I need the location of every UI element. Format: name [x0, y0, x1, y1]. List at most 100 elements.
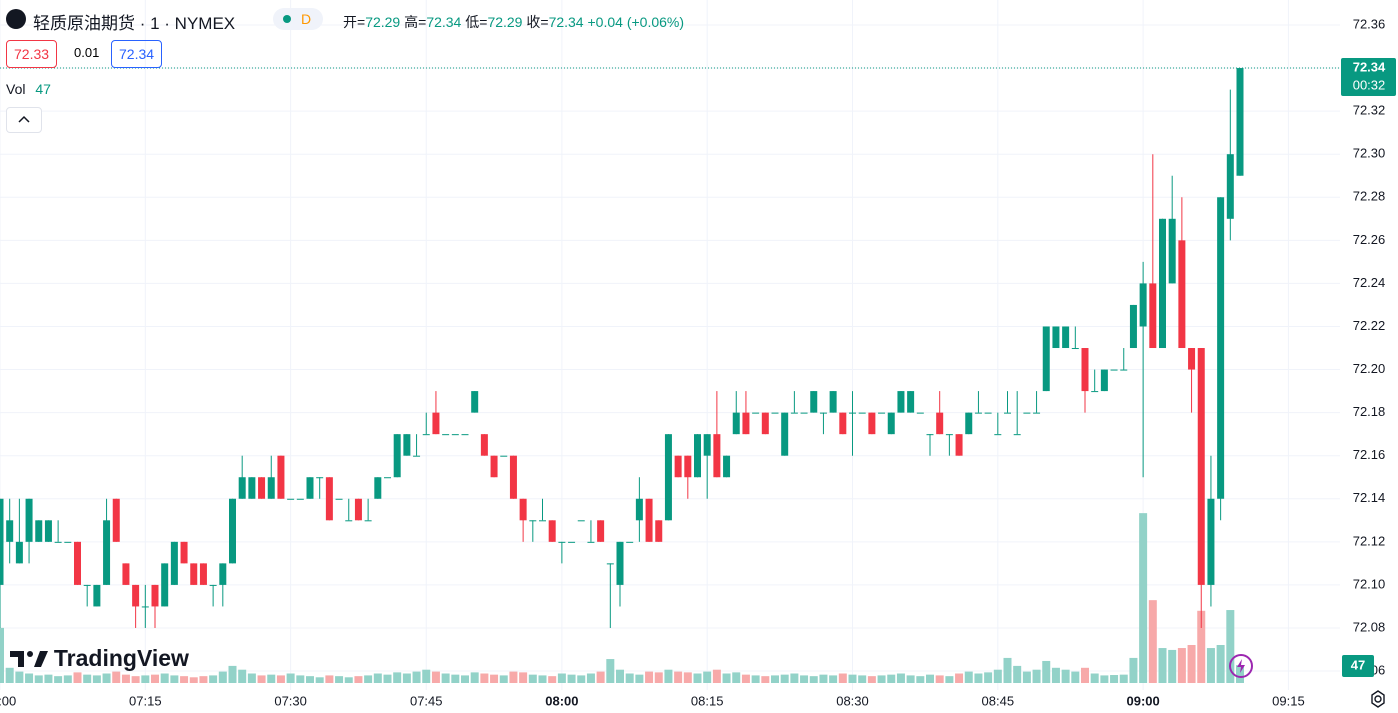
- status-pill[interactable]: D: [273, 8, 323, 30]
- candle-body: [1004, 412, 1011, 414]
- candle-body: [694, 434, 701, 478]
- volume-bar: [538, 675, 547, 683]
- volume-bar: [451, 674, 460, 683]
- volume-bar: [34, 675, 43, 683]
- volume-bar: [0, 627, 4, 683]
- candle-body: [93, 584, 101, 607]
- volume-bar: [955, 673, 964, 683]
- volume-bar: [1100, 675, 1109, 683]
- y-tick-label: 72.32: [1353, 103, 1386, 118]
- candle-body: [238, 477, 246, 499]
- candle-body: [1149, 283, 1157, 349]
- lightning-icon: [1237, 659, 1245, 673]
- volume-bar: [509, 671, 518, 683]
- candle-body: [839, 412, 847, 435]
- bid[interactable]: 72.33: [6, 40, 58, 68]
- volume-bar: [741, 674, 750, 683]
- volume-bar: [703, 671, 712, 683]
- volume-bar: [383, 674, 392, 683]
- candle-body: [761, 412, 769, 435]
- candle-body: [664, 434, 672, 521]
- volume-bar: [867, 676, 876, 683]
- volume-bar: [838, 673, 847, 683]
- volume-bar: [848, 674, 857, 683]
- volume-bar: [586, 673, 595, 683]
- high-value: 72.34: [426, 14, 462, 30]
- candle-body: [897, 391, 905, 413]
- volume-bar: [141, 675, 150, 683]
- candle-body: [1091, 391, 1099, 393]
- volume-bar: [257, 675, 266, 683]
- candle-body: [752, 412, 760, 414]
- close-label: 收=: [526, 14, 549, 30]
- candle-body: [25, 498, 33, 542]
- volume-bar: [325, 675, 334, 683]
- logo-icon: [10, 650, 48, 667]
- candle-body: [15, 541, 23, 564]
- candle-body: [170, 541, 178, 585]
- candle-body: [229, 498, 236, 564]
- candle-body: [83, 584, 91, 586]
- volume-bar: [616, 669, 624, 683]
- candle-body: [635, 498, 643, 521]
- candle-body: [316, 477, 324, 479]
- volume-bar: [906, 675, 915, 683]
- candle-body: [74, 541, 81, 585]
- volume-bar: [693, 673, 702, 683]
- volume-bar: [131, 676, 140, 683]
- volume-bar: [286, 673, 295, 683]
- y-tick-label: 72.12: [1353, 533, 1386, 548]
- candle-body: [810, 391, 818, 413]
- volume-bar: [499, 675, 508, 683]
- collapse-button[interactable]: [6, 107, 42, 133]
- x-tick-label: 09:00: [1127, 693, 1160, 708]
- volume-bar: [1197, 610, 1206, 683]
- volume-bar: [1129, 657, 1138, 683]
- candle-body: [674, 455, 682, 478]
- candle-body: [248, 477, 256, 499]
- candle-body: [161, 563, 169, 607]
- candle-body: [141, 606, 149, 608]
- volume-bar: [102, 673, 111, 683]
- candle-body: [6, 520, 14, 542]
- y-tick-label: 72.36: [1353, 16, 1386, 31]
- candle-body: [945, 434, 953, 436]
- candle-body: [122, 563, 130, 585]
- x-tick-label: 08:00: [545, 693, 578, 708]
- candle-body: [393, 434, 401, 478]
- candle-body: [781, 412, 789, 456]
- x-tick-label: 08:45: [982, 693, 1015, 708]
- candle-body: [616, 541, 624, 585]
- candle-body: [994, 434, 1002, 436]
- candle-body: [277, 455, 285, 499]
- volume-bar: [1119, 674, 1128, 683]
- candle-body: [916, 412, 924, 414]
- candle-body: [829, 391, 837, 413]
- candle-body: [655, 520, 663, 542]
- lightning-button[interactable]: [1229, 654, 1253, 678]
- symbol-title[interactable]: 轻质原油期货 · 1 · NYMEX: [33, 14, 236, 33]
- candle-body: [112, 498, 120, 542]
- volume-bar: [945, 676, 954, 683]
- ask[interactable]: 72.34: [111, 40, 163, 68]
- volume-bar: [402, 673, 411, 683]
- volume-bar: [83, 674, 92, 683]
- candle-body: [771, 412, 779, 414]
- volume-bar: [577, 675, 586, 683]
- volume-bar: [732, 672, 741, 683]
- candle-body: [1023, 412, 1031, 414]
- candle-body: [287, 498, 295, 500]
- volume-bar: [654, 672, 663, 683]
- settings-button[interactable]: [1367, 688, 1389, 710]
- candle-body: [732, 412, 740, 435]
- y-tick-label: 72.16: [1353, 447, 1386, 462]
- volume-bar: [247, 673, 256, 683]
- volume-bar: [858, 675, 867, 683]
- last-price-label: 72.34: [1353, 59, 1386, 74]
- volume-bar: [1013, 665, 1022, 683]
- candle-body: [597, 520, 605, 542]
- y-tick-label: 72.08: [1353, 619, 1386, 634]
- candle-body: [151, 584, 159, 607]
- logo: TradingView: [8, 645, 189, 672]
- volume-bar: [519, 672, 528, 683]
